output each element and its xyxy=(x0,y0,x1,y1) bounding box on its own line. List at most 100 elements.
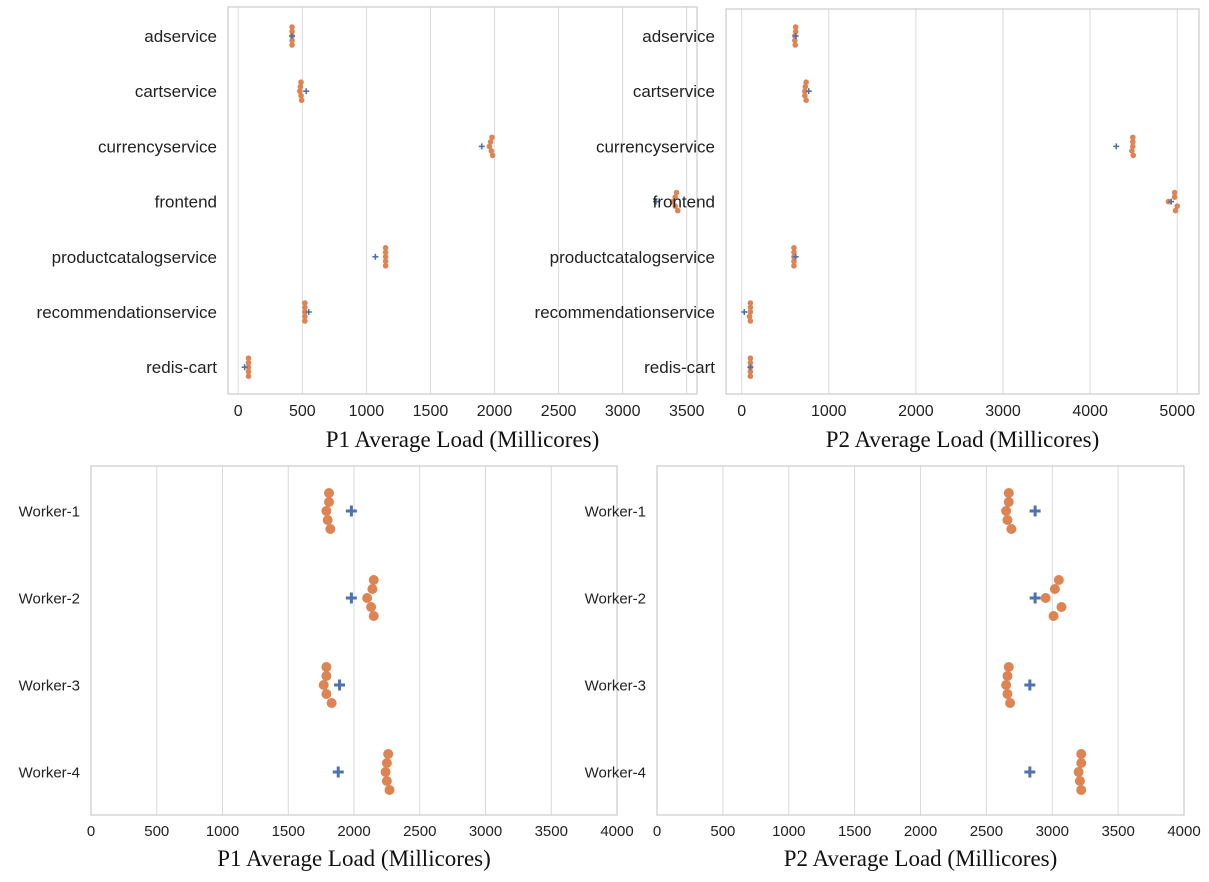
sample-point xyxy=(384,785,395,795)
x-tick-label: 0 xyxy=(737,403,746,420)
sample-point xyxy=(746,313,753,320)
sample-point xyxy=(802,88,808,94)
sample-point xyxy=(1002,689,1013,699)
sample-point xyxy=(792,24,799,30)
category-label: Worker-3 xyxy=(585,677,646,694)
sample-point xyxy=(747,318,754,324)
category-label: Worker-4 xyxy=(19,764,80,781)
sample-point xyxy=(302,318,308,324)
sample-point xyxy=(802,83,809,90)
sample-point xyxy=(382,253,389,260)
x-tick-label: 2000 xyxy=(904,823,937,840)
x-tick-label: 3500 xyxy=(669,403,705,420)
category-label: frontend xyxy=(155,193,217,212)
sample-point xyxy=(382,258,389,265)
sample-point xyxy=(791,258,797,265)
sample-point xyxy=(318,680,329,690)
sample-point xyxy=(747,355,754,362)
sample-point xyxy=(368,575,379,585)
sample-point xyxy=(302,304,308,311)
sample-point xyxy=(1076,758,1087,768)
sample-point xyxy=(380,767,391,777)
sample-point xyxy=(325,524,336,534)
sample-point xyxy=(1172,207,1179,214)
x-tick-label: 3000 xyxy=(985,403,1021,420)
sample-point xyxy=(1171,189,1178,196)
x-tick-label: 1500 xyxy=(838,823,871,840)
sample-point xyxy=(289,24,295,30)
sample-point xyxy=(367,584,378,594)
sample-point xyxy=(672,203,679,209)
sample-point xyxy=(791,263,797,269)
sample-point xyxy=(1129,148,1135,154)
sample-point xyxy=(326,698,337,708)
sample-point xyxy=(321,662,332,672)
category-label: cartservice xyxy=(135,82,217,101)
x-tick-label: 2000 xyxy=(477,403,513,420)
x-tick-label: 0 xyxy=(87,823,95,840)
panel-p1-services: 0 500 1000 1500 2000 2500 3000 3500 adservice car… xyxy=(37,6,705,452)
x-tick-label: 2500 xyxy=(541,403,577,420)
sample-point xyxy=(803,97,809,103)
sample-point xyxy=(289,37,295,44)
sample-point xyxy=(324,497,335,507)
category-label: recommendationservice xyxy=(37,303,217,322)
category-label: currencyservice xyxy=(98,137,217,156)
sample-point xyxy=(245,373,252,380)
category-label: productcatalogservice xyxy=(52,248,217,267)
sample-point xyxy=(381,758,392,768)
sample-point xyxy=(747,368,754,375)
x-tick-label: 1500 xyxy=(413,403,449,420)
x-tick-label: 4000 xyxy=(1167,823,1200,840)
sample-point xyxy=(489,134,495,141)
sample-point xyxy=(297,83,304,90)
x-tick-label: 4000 xyxy=(1072,403,1108,420)
panel-p1-workers: 0 500 1000 1500 2000 2500 3000 3500 4000 Worker-1… xyxy=(19,465,634,871)
panel-p2-services: 0 1000 2000 3000 4000 5000 adservice cartservic… xyxy=(535,8,1200,452)
sample-point xyxy=(322,515,333,525)
sample-point xyxy=(1074,776,1085,786)
sample-point xyxy=(1048,611,1059,621)
sample-point xyxy=(1006,524,1017,534)
sample-point xyxy=(673,189,680,196)
category-label: adservice xyxy=(144,27,217,46)
x-tick-label: 3000 xyxy=(1036,823,1069,840)
sample-point xyxy=(674,207,681,214)
sample-point xyxy=(489,152,496,159)
sample-point xyxy=(1005,698,1016,708)
sample-point xyxy=(1076,785,1087,795)
sample-point xyxy=(1130,152,1137,159)
x-tick-label: 1500 xyxy=(272,823,305,840)
sample-point xyxy=(1129,134,1136,141)
x-tick-label: 3500 xyxy=(535,823,568,840)
x-tick-label: 2000 xyxy=(898,403,934,420)
category-label: productcatalogservice xyxy=(550,248,715,267)
sample-point xyxy=(802,92,808,99)
sample-point xyxy=(381,776,392,786)
sample-point xyxy=(302,313,308,320)
category-label: cartservice xyxy=(633,82,715,101)
sample-point xyxy=(669,198,676,205)
sample-point xyxy=(1003,662,1014,672)
x-tick-label: 5000 xyxy=(1159,403,1195,420)
x-axis-label: P2 Average Load (Millicores) xyxy=(826,427,1100,452)
x-tick-label: 3500 xyxy=(1101,823,1134,840)
sample-point xyxy=(672,194,679,200)
x-tick-label: 3000 xyxy=(605,403,641,420)
sample-point xyxy=(324,488,335,498)
plot-frame xyxy=(725,8,1200,395)
category-label: redis-cart xyxy=(146,358,217,377)
sample-point xyxy=(321,506,332,516)
sample-point xyxy=(747,359,754,366)
x-tick-label: 1000 xyxy=(349,403,385,420)
category-label: Worker-1 xyxy=(585,503,646,520)
panel-p2-workers: 0 500 1000 1500 2000 2500 3000 3500 4000 Worker-1… xyxy=(585,465,1201,871)
sample-point xyxy=(302,309,308,315)
category-label: redis-cart xyxy=(644,358,715,377)
sample-point xyxy=(1003,497,1014,507)
category-label: Worker-2 xyxy=(19,590,80,607)
sample-point xyxy=(382,249,389,256)
category-label: Worker-2 xyxy=(585,590,646,607)
x-tick-label: 0 xyxy=(653,823,661,840)
